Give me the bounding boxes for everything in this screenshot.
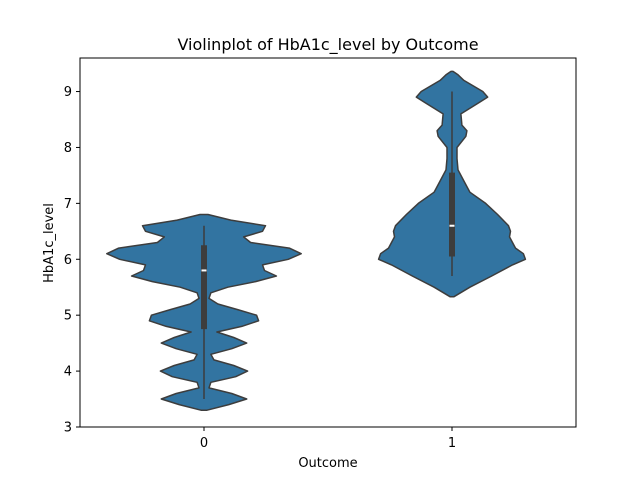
x-axis-label: Outcome: [298, 456, 357, 471]
y-tick-label: 5: [64, 309, 72, 324]
y-tick-label: 8: [64, 141, 72, 156]
y-tick-label: 6: [64, 253, 72, 268]
y-axis: 3 4 5 6 7 8 9: [64, 85, 80, 436]
y-axis-label: HbA1c_level: [42, 203, 57, 283]
y-tick-label: 9: [64, 85, 72, 100]
chart-title: Violinplot of HbA1c_level by Outcome: [177, 35, 478, 55]
x-tick-label: 0: [200, 436, 208, 451]
x-tick-label: 1: [448, 436, 456, 451]
y-tick-label: 3: [64, 421, 72, 436]
y-tick-label: 4: [64, 365, 72, 380]
plot-frame: [79, 57, 577, 428]
violins-layer: [106, 70, 527, 411]
y-tick-label: 7: [64, 197, 72, 212]
